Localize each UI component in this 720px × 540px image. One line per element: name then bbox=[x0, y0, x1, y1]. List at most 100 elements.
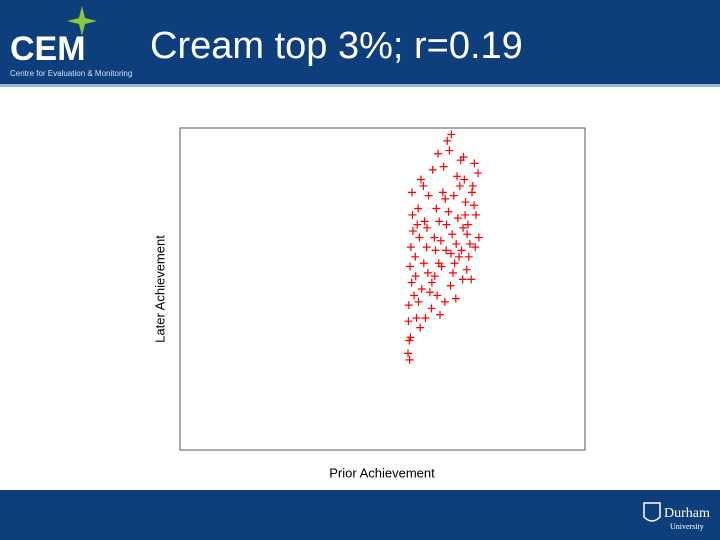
point bbox=[435, 217, 444, 226]
header-rule bbox=[0, 84, 720, 87]
point bbox=[422, 243, 431, 252]
point bbox=[459, 223, 468, 232]
point bbox=[408, 227, 417, 236]
footer-logo: Durham bbox=[664, 506, 710, 521]
point bbox=[461, 198, 470, 207]
point bbox=[472, 210, 481, 219]
point bbox=[441, 194, 450, 203]
point bbox=[457, 246, 466, 255]
point bbox=[404, 317, 413, 326]
footer-bar bbox=[0, 490, 720, 540]
point bbox=[463, 230, 472, 239]
point bbox=[468, 181, 477, 190]
point bbox=[427, 278, 436, 287]
point bbox=[412, 313, 421, 322]
point bbox=[474, 169, 483, 178]
y-axis-label: Later Achievement bbox=[152, 235, 167, 343]
point bbox=[416, 175, 425, 184]
point bbox=[433, 149, 442, 158]
point bbox=[404, 349, 413, 358]
point bbox=[443, 136, 452, 145]
point bbox=[446, 249, 455, 258]
point bbox=[459, 152, 468, 161]
point bbox=[455, 252, 464, 261]
point bbox=[458, 275, 467, 284]
point bbox=[419, 181, 428, 190]
footer-shield bbox=[643, 502, 661, 522]
logo-star bbox=[67, 6, 97, 36]
point bbox=[411, 252, 420, 261]
point bbox=[404, 301, 413, 310]
point bbox=[414, 204, 423, 213]
point bbox=[432, 204, 441, 213]
point bbox=[425, 288, 434, 297]
point bbox=[431, 246, 440, 255]
point bbox=[450, 259, 459, 268]
point bbox=[465, 239, 474, 248]
point bbox=[452, 239, 461, 248]
point bbox=[417, 285, 426, 293]
point bbox=[430, 233, 439, 242]
point bbox=[421, 313, 430, 322]
point bbox=[470, 201, 479, 210]
point bbox=[453, 172, 462, 181]
header-bar bbox=[0, 0, 720, 86]
point bbox=[406, 262, 415, 271]
point bbox=[405, 355, 414, 364]
point bbox=[467, 275, 476, 284]
point bbox=[423, 268, 432, 277]
point bbox=[455, 181, 464, 190]
point bbox=[474, 233, 483, 242]
point bbox=[447, 130, 456, 139]
point bbox=[471, 243, 480, 252]
point bbox=[420, 217, 429, 226]
point bbox=[436, 310, 445, 319]
point bbox=[448, 268, 457, 277]
point bbox=[408, 210, 417, 219]
point bbox=[433, 291, 442, 300]
point bbox=[462, 265, 471, 274]
point bbox=[453, 214, 462, 223]
point bbox=[442, 246, 451, 255]
point bbox=[423, 223, 432, 232]
plot-frame bbox=[179, 127, 586, 451]
logo: CEM bbox=[10, 30, 86, 68]
point bbox=[408, 188, 417, 197]
point bbox=[445, 146, 454, 155]
point bbox=[430, 272, 439, 281]
point bbox=[434, 259, 443, 268]
point bbox=[463, 220, 472, 229]
point bbox=[468, 188, 477, 197]
point bbox=[413, 220, 422, 229]
point bbox=[439, 162, 448, 171]
point bbox=[414, 297, 423, 306]
point bbox=[407, 278, 416, 287]
point bbox=[448, 230, 457, 239]
point bbox=[416, 323, 425, 332]
slide-title: Cream top 3%; r=0.19 bbox=[150, 25, 523, 67]
point bbox=[411, 272, 420, 281]
point bbox=[461, 210, 470, 219]
x-axis-label: Prior Achievement bbox=[329, 465, 435, 480]
point bbox=[406, 243, 415, 252]
point bbox=[446, 281, 455, 290]
footer-logo-sub: University bbox=[670, 522, 704, 531]
point bbox=[419, 259, 428, 268]
point bbox=[470, 159, 479, 168]
point bbox=[449, 191, 458, 200]
point bbox=[427, 304, 436, 313]
point bbox=[405, 336, 414, 345]
point bbox=[464, 252, 473, 261]
point bbox=[442, 220, 451, 229]
point bbox=[436, 236, 445, 245]
point bbox=[415, 233, 424, 242]
point bbox=[444, 207, 453, 216]
point bbox=[451, 294, 460, 303]
point bbox=[428, 165, 437, 174]
point bbox=[424, 191, 433, 200]
point bbox=[410, 291, 419, 300]
point bbox=[460, 175, 469, 184]
logo-subtitle: Centre for Evaluation & Monitoring bbox=[10, 69, 132, 78]
